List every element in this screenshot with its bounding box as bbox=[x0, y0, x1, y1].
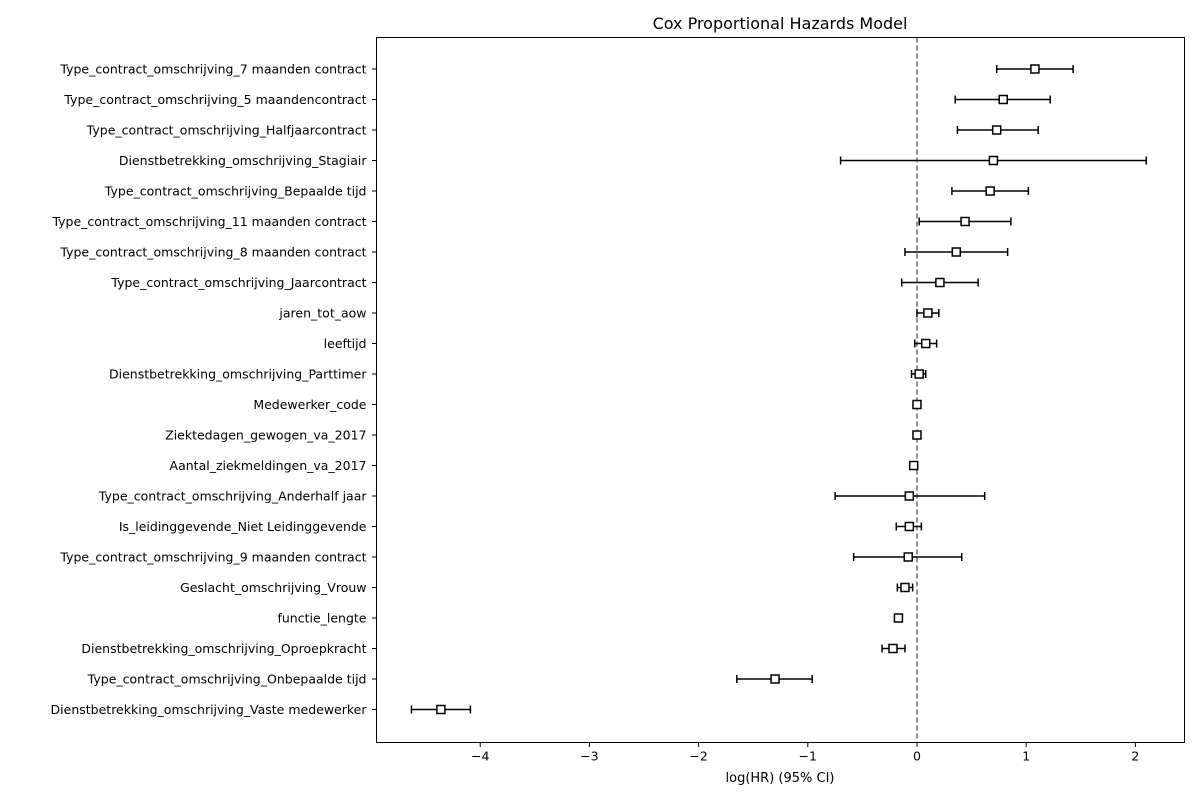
covariate-label: Type_contract_omschrijving_9 maanden con… bbox=[59, 550, 366, 565]
covariate-label: leeftijd bbox=[324, 336, 367, 351]
x-tick-label: 2 bbox=[1131, 749, 1139, 764]
coef-marker bbox=[985, 186, 995, 196]
coef-marker bbox=[991, 125, 1002, 135]
x-tick-label: −2 bbox=[689, 749, 707, 764]
covariate-label: Is_leidinggevende_Niet Leidinggevende bbox=[119, 519, 367, 534]
covariate-label: Ziektedagen_gewogen_va_2017 bbox=[165, 428, 366, 443]
coef-marker bbox=[912, 399, 922, 410]
covariate-label: Dienstbetrekking_omschrijving_Oproepkrac… bbox=[81, 641, 366, 656]
coef-marker bbox=[1030, 64, 1040, 74]
chart-title: Cox Proportional Hazards Model bbox=[653, 14, 908, 33]
coef-marker bbox=[900, 582, 910, 593]
plot-area bbox=[372, 37, 1148, 747]
covariate-label: Aantal_ziekmeldingen_va_2017 bbox=[170, 458, 367, 473]
x-axis-label: log(HR) (95% CI) bbox=[726, 771, 835, 786]
coef-marker bbox=[903, 552, 914, 562]
covariate-label: Dienstbetrekking_omschrijving_Parttimer bbox=[109, 367, 367, 382]
coef-marker bbox=[893, 613, 904, 623]
covariate-label: Type_contract_omschrijving_8 maanden con… bbox=[59, 245, 366, 260]
covariate-label: Type_contract_omschrijving_Anderhalf jaa… bbox=[98, 489, 368, 504]
coef-marker bbox=[904, 521, 915, 532]
covariate-label: Type_contract_omschrijving_Jaarcontract bbox=[110, 275, 366, 290]
coef-marker bbox=[998, 94, 1008, 105]
covariate-label: Type_contract_omschrijving_Onbepaalde ti… bbox=[87, 672, 367, 687]
coef-marker bbox=[920, 338, 931, 349]
covariate-label: Type_contract_omschrijving_5 maandencont… bbox=[63, 92, 366, 107]
axes-frame bbox=[376, 37, 1185, 743]
coef-marker bbox=[960, 216, 970, 227]
covariate-label: Type_contract_omschrijving_Bepaalde tijd bbox=[104, 184, 367, 199]
coef-marker bbox=[908, 460, 919, 471]
coef-marker bbox=[904, 491, 915, 501]
covariate-label: Geslacht_omschrijving_Vrouw bbox=[180, 580, 366, 595]
x-tick-label: 0 bbox=[913, 749, 921, 764]
covariate-label: Type_contract_omschrijving_Halfjaarcontr… bbox=[86, 123, 367, 138]
coef-marker bbox=[935, 277, 945, 288]
coef-marker bbox=[988, 155, 999, 166]
x-tick-label: −3 bbox=[580, 749, 598, 764]
coef-marker bbox=[914, 369, 924, 379]
coef-marker bbox=[912, 430, 922, 440]
covariate-label: Dienstbetrekking_omschrijving_Stagiair bbox=[119, 153, 367, 168]
covariate-label: Type_contract_omschrijving_7 maanden con… bbox=[59, 62, 366, 77]
x-tick-label: 1 bbox=[1022, 749, 1030, 764]
x-tick-label: −1 bbox=[799, 749, 817, 764]
covariate-label: Dienstbetrekking_omschrijving_Vaste mede… bbox=[51, 702, 368, 717]
x-tick-label: −4 bbox=[471, 749, 489, 764]
coef-marker bbox=[951, 247, 962, 257]
covariate-label: functie_lengte bbox=[277, 611, 366, 626]
coef-marker bbox=[436, 704, 446, 715]
covariate-label: jaren_tot_aow bbox=[278, 306, 366, 321]
covariate-label: Medewerker_code bbox=[253, 397, 366, 412]
coef-marker bbox=[770, 674, 780, 684]
coef-marker bbox=[923, 308, 933, 318]
coef-marker bbox=[888, 643, 898, 654]
covariate-label: Type_contract_omschrijving_11 maanden co… bbox=[51, 214, 366, 229]
